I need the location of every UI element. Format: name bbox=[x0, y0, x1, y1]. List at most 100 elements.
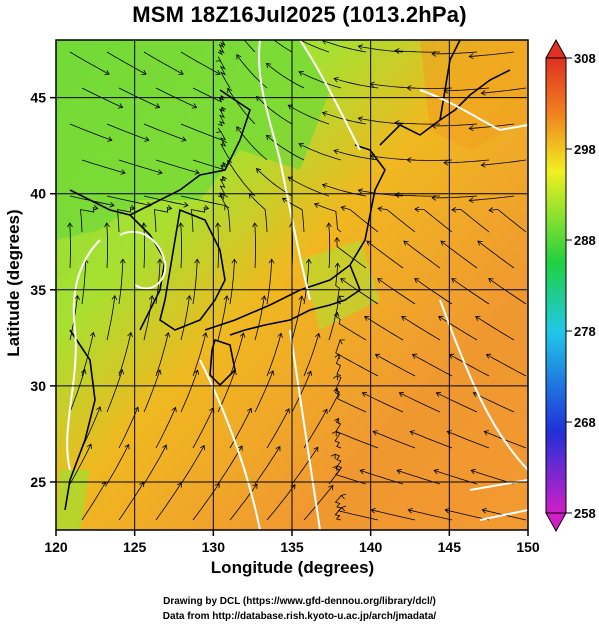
streamline-arrow bbox=[255, 168, 262, 174]
streamline bbox=[488, 209, 527, 233]
footer-credit: Drawing by DCL (https://www.gfd-dennou.o… bbox=[163, 596, 436, 607]
streamline bbox=[414, 208, 453, 233]
streamline bbox=[81, 259, 87, 305]
streamline-arrow bbox=[340, 505, 347, 512]
streamline bbox=[117, 207, 135, 233]
streamline bbox=[481, 159, 527, 166]
streamline bbox=[432, 195, 478, 199]
streamline-arrow bbox=[203, 205, 210, 211]
streamline-arrow bbox=[236, 54, 242, 60]
streamline-arrow bbox=[396, 468, 402, 475]
streamline-arrow bbox=[333, 311, 340, 318]
streamline-arrow bbox=[361, 391, 368, 398]
streamline-arrow bbox=[111, 294, 118, 301]
streamline bbox=[143, 195, 189, 206]
streamline bbox=[438, 316, 478, 341]
streamline-arrow bbox=[127, 331, 133, 338]
x-tick-label: 135 bbox=[280, 539, 304, 555]
streamline-arrow bbox=[394, 192, 400, 198]
streamline bbox=[406, 159, 453, 161]
streamline-arrow bbox=[215, 69, 221, 75]
streamline-arrow bbox=[236, 126, 242, 132]
streamline-arrow bbox=[444, 507, 450, 514]
streamline bbox=[436, 392, 478, 413]
streamline-arrow bbox=[74, 294, 80, 301]
streamline-arrow bbox=[333, 387, 339, 394]
streamline-arrow bbox=[403, 240, 409, 246]
streamline-arrow bbox=[333, 149, 339, 155]
streamline-arrow bbox=[480, 162, 486, 168]
streamline-arrow bbox=[178, 222, 184, 228]
y-axis-ticks: 25 30 35 40 45 bbox=[30, 90, 56, 490]
streamline-arrow bbox=[257, 25, 262, 30]
streamline bbox=[440, 240, 478, 269]
streamline bbox=[80, 207, 98, 233]
lat-lon-grid bbox=[55, 40, 529, 530]
streamline bbox=[192, 159, 227, 170]
streamline-arrow bbox=[178, 69, 184, 75]
streamline-arrow bbox=[119, 258, 126, 264]
streamline-arrow bbox=[470, 468, 476, 475]
streamline-arrow bbox=[120, 169, 126, 175]
streamline-arrow bbox=[313, 202, 320, 208]
streamline-arrow bbox=[171, 406, 177, 413]
streamline-arrow bbox=[221, 175, 228, 182]
streamline-arrow bbox=[322, 408, 328, 415]
streamline-arrow bbox=[133, 406, 140, 412]
streamline bbox=[394, 50, 441, 53]
colorbar-tick-label: 268 bbox=[574, 415, 596, 430]
streamline bbox=[69, 444, 92, 485]
streamline bbox=[335, 263, 342, 305]
streamline bbox=[373, 431, 416, 449]
streamline bbox=[155, 332, 169, 377]
streamline bbox=[338, 354, 379, 377]
streamline bbox=[106, 444, 130, 485]
streamline-arrow bbox=[124, 443, 130, 450]
streamline bbox=[106, 195, 152, 206]
streamline bbox=[377, 208, 416, 233]
streamline bbox=[410, 431, 453, 449]
streamline-arrow bbox=[485, 353, 492, 359]
streamline-arrow bbox=[440, 240, 446, 246]
streamline-arrow bbox=[488, 278, 494, 284]
x-axis-label: Longitude (degrees) bbox=[210, 558, 375, 577]
streamline-arrow bbox=[117, 103, 124, 109]
streamline-arrow bbox=[214, 482, 220, 489]
streamline-arrow bbox=[109, 202, 115, 208]
streamline-arrow bbox=[89, 331, 96, 338]
streamline-arrow bbox=[287, 176, 293, 182]
streamline-arrow bbox=[298, 71, 304, 77]
streamline-arrow bbox=[96, 406, 102, 412]
streamline-arrow bbox=[451, 206, 457, 213]
streamline-arrow bbox=[181, 136, 187, 142]
streamline bbox=[314, 203, 342, 233]
streamline-arrow bbox=[321, 111, 328, 117]
streamline-arrow bbox=[260, 295, 267, 301]
streamline-arrow bbox=[148, 295, 155, 301]
streamline bbox=[106, 51, 147, 75]
streamline bbox=[303, 409, 328, 449]
isobars bbox=[66, 40, 528, 530]
streamline-arrow bbox=[431, 51, 437, 57]
streamline bbox=[412, 354, 453, 377]
streamline-arrow bbox=[377, 206, 383, 212]
streamline-arrow bbox=[216, 127, 222, 133]
x-axis-ticks: 120 125 130 135 140 145 150 bbox=[44, 530, 540, 555]
streamline-arrow bbox=[246, 407, 253, 414]
streamline-arrow bbox=[269, 370, 275, 376]
streamline bbox=[118, 482, 144, 521]
streamline-arrow bbox=[328, 484, 334, 491]
streamline-arrow bbox=[333, 77, 339, 83]
x-tick-label: 125 bbox=[123, 539, 147, 555]
streamline-arrow bbox=[144, 136, 150, 142]
streamline-arrow bbox=[433, 468, 439, 475]
streamline-arrow bbox=[340, 278, 346, 284]
streamline-arrow bbox=[394, 120, 400, 126]
streamline bbox=[408, 509, 453, 521]
streamline bbox=[266, 408, 290, 449]
streamline bbox=[287, 104, 330, 125]
streamline-arrow bbox=[157, 169, 163, 175]
wind-streamlines bbox=[67, 25, 527, 521]
streamline-arrow bbox=[377, 278, 383, 284]
streamline-arrow bbox=[156, 369, 162, 375]
